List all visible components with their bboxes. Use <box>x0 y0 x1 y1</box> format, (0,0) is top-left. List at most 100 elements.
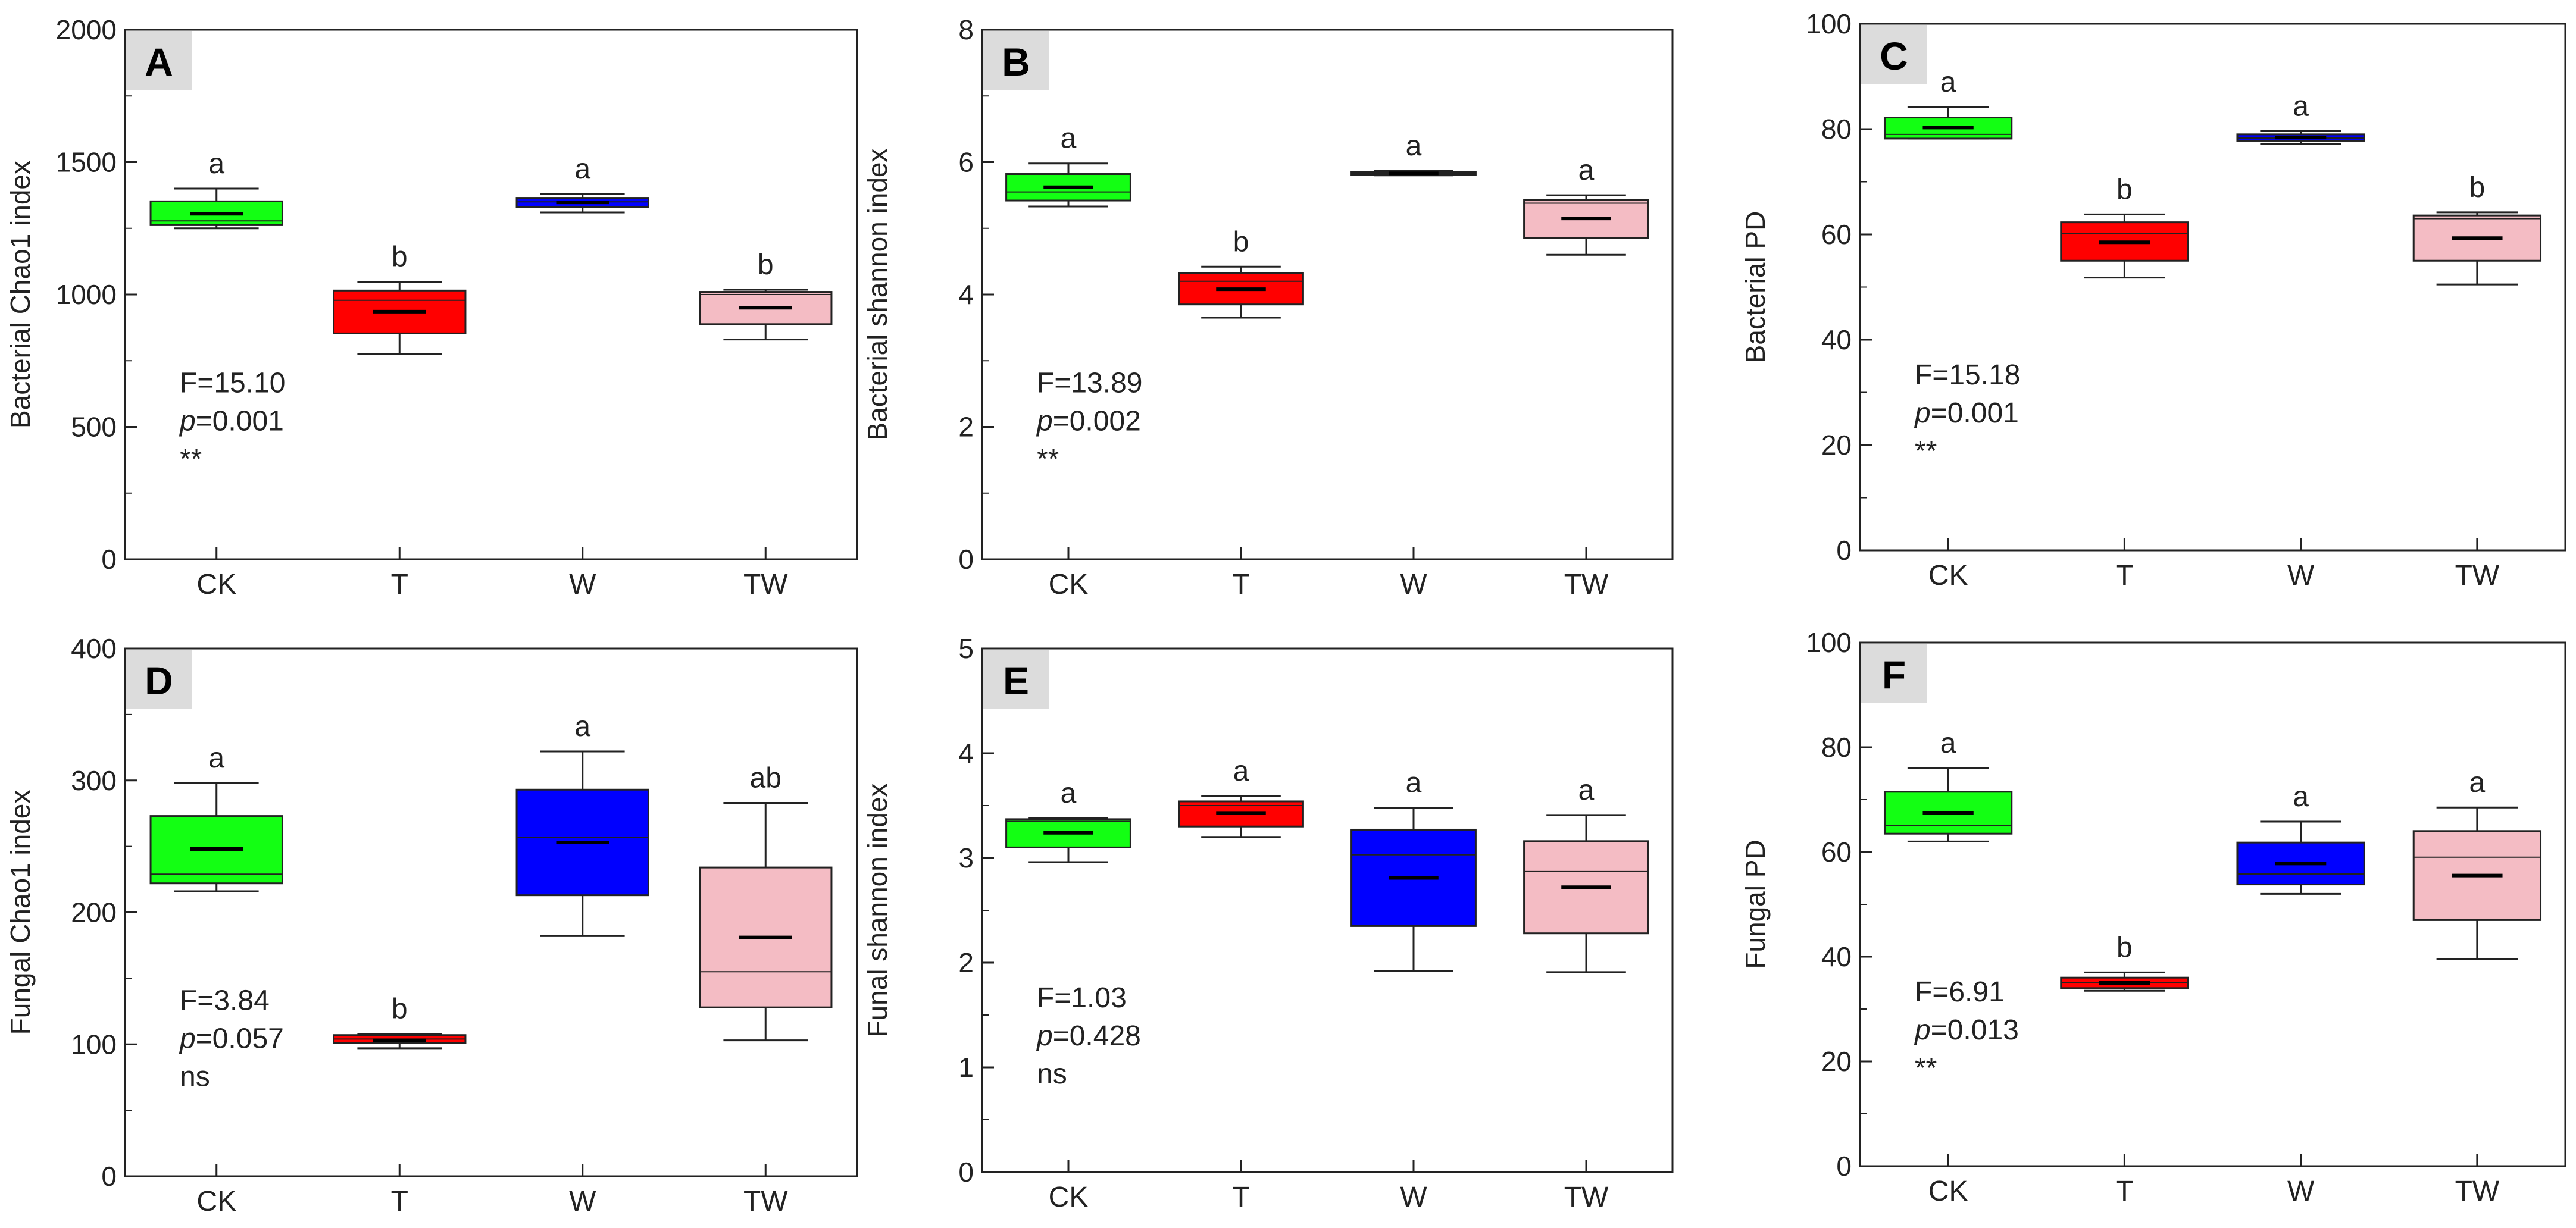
p-symbol: p <box>179 1023 196 1055</box>
plot-frame <box>1859 23 2566 552</box>
significance-marker: ** <box>1915 1052 1937 1084</box>
x-tick-label: TW <box>2455 1176 2500 1207</box>
significance-letter: ab <box>750 762 781 794</box>
box-w: a <box>515 711 649 937</box>
p-number: =0.057 <box>196 1023 284 1055</box>
y-tick-label: 300 <box>71 765 117 796</box>
box-t: b <box>2060 932 2189 992</box>
box-tw: a <box>1523 775 1649 973</box>
y-tick-label: 0 <box>101 544 117 575</box>
f-statistic: F=3.84 <box>180 985 270 1017</box>
y-axis-label: Funal shannon index <box>862 783 893 1037</box>
significance-letter: a <box>1578 155 1595 186</box>
box-ck: a <box>149 743 283 892</box>
panel-label: C <box>1861 25 1927 84</box>
y-tick-label: 0 <box>101 1161 117 1192</box>
box-ck: a <box>149 148 283 230</box>
p-symbol: p <box>1914 397 1931 429</box>
significance-letter: a <box>2293 91 2309 123</box>
significance-letter: a <box>208 148 224 180</box>
significance-letter: a <box>1940 728 1956 759</box>
significance-letter: b <box>1233 226 1249 258</box>
y-tick-label: 0 <box>958 544 974 575</box>
panel-letter: C <box>1880 34 1908 78</box>
p-number: =0.013 <box>1931 1014 2019 1046</box>
x-tick-label: CK <box>1928 560 1968 591</box>
y-tick-label: 60 <box>1821 219 1852 250</box>
p-symbol: p <box>179 406 196 437</box>
box-w: a <box>2236 91 2365 145</box>
x-tick-label: TW <box>2455 560 2500 591</box>
significance-letter: b <box>758 249 774 281</box>
box-tw: a <box>1523 155 1649 256</box>
p-value: p=0.002 <box>1036 406 1141 437</box>
box-t: b <box>1178 226 1304 319</box>
box-ck: a <box>1883 728 2013 842</box>
y-tick-label: 0 <box>1836 535 1852 566</box>
y-tick-label: 1000 <box>56 279 117 310</box>
significance-marker: ns <box>180 1061 210 1093</box>
significance-marker: ** <box>1915 436 1937 467</box>
p-value: p=0.057 <box>179 1023 284 1055</box>
significance-letter: a <box>1061 123 1077 155</box>
y-tick-label: 5 <box>958 633 974 664</box>
significance-marker: ** <box>1037 444 1059 475</box>
box-tw: b <box>2412 172 2542 286</box>
significance-letter: a <box>2469 767 2486 798</box>
box-tw: ab <box>699 762 833 1042</box>
panel-label-bg <box>1861 25 1927 84</box>
box-w: a <box>2236 781 2365 895</box>
y-axis-label: Bacterial shannon index <box>862 149 893 441</box>
plot-frame <box>981 29 1674 560</box>
panel-letter: D <box>145 659 173 703</box>
panel-letter: E <box>1003 659 1029 703</box>
significance-letter: b <box>2469 172 2486 203</box>
significance-letter: a <box>1406 767 1422 799</box>
f-statistic: F=13.89 <box>1037 368 1142 399</box>
y-tick-label: 3 <box>958 842 974 873</box>
significance-letter: a <box>1406 130 1422 162</box>
panel-label: E <box>983 650 1049 709</box>
p-value: p=0.428 <box>1036 1020 1141 1052</box>
box-ck: a <box>1005 778 1131 863</box>
x-tick-label: CK <box>196 1186 236 1217</box>
y-axis-label: Fungal PD <box>1740 839 1771 969</box>
y-tick-label: 4 <box>958 279 974 310</box>
y-tick-label: 500 <box>71 412 117 443</box>
y-tick-label: 1500 <box>56 147 117 178</box>
panel-label: B <box>983 31 1049 90</box>
y-tick-label: 2 <box>958 412 974 443</box>
box-w: a <box>1350 767 1477 972</box>
f-statistic: F=6.91 <box>1915 976 2005 1008</box>
significance-letter: a <box>574 711 590 743</box>
panel-a: 0 500 1000 1500 2000 Bacterial Chao1 index CK T… <box>5 14 858 600</box>
significance-marker: ns <box>1037 1058 1067 1090</box>
y-tick-label: 100 <box>71 1029 117 1060</box>
x-tick-label: W <box>1400 1182 1427 1213</box>
y-tick-label: 100 <box>1806 8 1852 39</box>
x-tick-label: TW <box>743 1186 788 1217</box>
p-number: =0.002 <box>1053 406 1141 437</box>
p-number: =0.428 <box>1053 1020 1141 1052</box>
x-tick-label: CK <box>196 569 236 600</box>
x-tick-label: CK <box>1928 1176 1968 1207</box>
significance-letter: b <box>392 242 408 273</box>
f-statistic: F=1.03 <box>1037 982 1127 1014</box>
y-axis-label: Bacterial Chao1 index <box>5 161 36 428</box>
significance-letter: b <box>2117 932 2133 963</box>
p-number: =0.001 <box>1931 397 2019 429</box>
y-tick-label: 40 <box>1821 324 1852 355</box>
y-axis-label: Fungal Chao1 index <box>5 790 36 1035</box>
x-tick-label: T <box>391 1186 408 1217</box>
p-number: =0.001 <box>196 406 284 437</box>
x-tick-label: TW <box>1564 569 1609 600</box>
x-tick-label: TW <box>743 569 788 600</box>
box-t: a <box>1178 756 1304 838</box>
box-ck: a <box>1005 123 1131 208</box>
y-axis-label: Bacterial PD <box>1740 211 1771 364</box>
significance-letter: a <box>574 154 590 185</box>
